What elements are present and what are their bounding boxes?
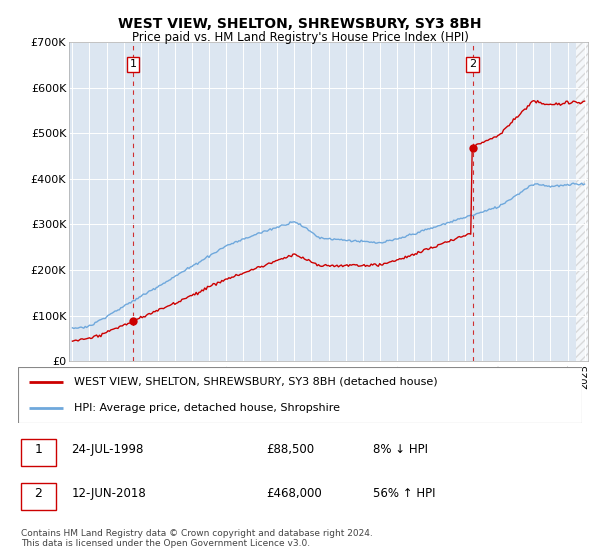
FancyBboxPatch shape: [21, 438, 56, 465]
Text: WEST VIEW, SHELTON, SHREWSBURY, SY3 8BH (detached house): WEST VIEW, SHELTON, SHREWSBURY, SY3 8BH …: [74, 377, 438, 387]
Text: £468,000: £468,000: [266, 487, 322, 500]
Text: 24-JUL-1998: 24-JUL-1998: [71, 442, 144, 456]
Text: 12-JUN-2018: 12-JUN-2018: [71, 487, 146, 500]
Text: HPI: Average price, detached house, Shropshire: HPI: Average price, detached house, Shro…: [74, 403, 340, 413]
Text: 1: 1: [130, 59, 137, 69]
Text: 2: 2: [469, 59, 476, 69]
Text: WEST VIEW, SHELTON, SHREWSBURY, SY3 8BH: WEST VIEW, SHELTON, SHREWSBURY, SY3 8BH: [118, 17, 482, 31]
Text: 2: 2: [34, 487, 42, 500]
Text: 8% ↓ HPI: 8% ↓ HPI: [373, 442, 428, 456]
FancyBboxPatch shape: [21, 483, 56, 510]
FancyBboxPatch shape: [18, 367, 582, 423]
Text: 56% ↑ HPI: 56% ↑ HPI: [373, 487, 436, 500]
Text: Contains HM Land Registry data © Crown copyright and database right 2024.
This d: Contains HM Land Registry data © Crown c…: [21, 529, 373, 548]
Text: Price paid vs. HM Land Registry's House Price Index (HPI): Price paid vs. HM Land Registry's House …: [131, 31, 469, 44]
Text: £88,500: £88,500: [266, 442, 314, 456]
Text: 1: 1: [34, 442, 42, 456]
